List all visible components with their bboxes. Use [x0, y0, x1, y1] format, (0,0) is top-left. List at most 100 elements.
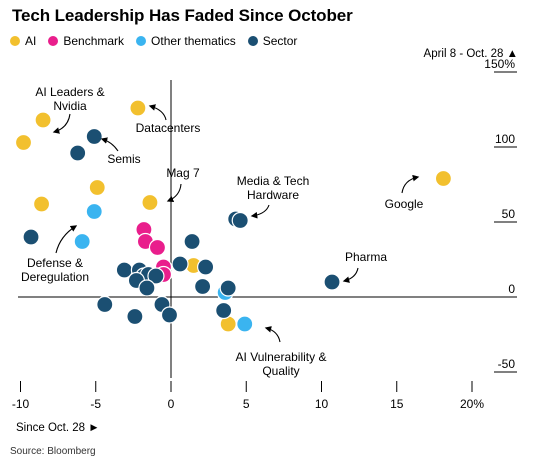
annotation-label: Google	[385, 197, 424, 211]
x-axis-label: Since Oct. 28 ►	[16, 422, 100, 434]
legend-swatch-ai	[10, 36, 20, 46]
point-sector	[215, 301, 233, 320]
point-sector	[160, 306, 179, 324]
annotation-label: Mag 7	[166, 166, 200, 180]
point-sector	[22, 228, 40, 246]
x-tick-label: -5	[90, 397, 101, 411]
point-ai	[14, 133, 33, 152]
point-sector	[171, 255, 189, 273]
point-sector	[126, 307, 144, 326]
x-tick-label: 5	[243, 397, 250, 411]
annotation-line: Pharma	[345, 250, 387, 264]
annotation-media-tech-hardware: Media & Tech Hardware	[237, 174, 310, 219]
annotation-label: Pharma	[345, 250, 387, 264]
annotation-label: Media & Tech Hardware	[237, 174, 310, 202]
annotation-line: Datacenters	[136, 121, 201, 135]
legend-label-benchmark: Benchmark	[63, 34, 125, 48]
annotation-arrow	[166, 183, 182, 203]
point-sector	[138, 279, 156, 297]
point-sector	[219, 279, 237, 297]
point-ai	[34, 111, 52, 129]
y-tick-label: 0	[508, 282, 515, 296]
annotation-line: AI Leaders &	[35, 85, 104, 99]
x-tick-label: 0	[168, 397, 175, 411]
legend-label-other-thematics: Other thematics	[151, 34, 236, 48]
point-ai	[129, 99, 147, 117]
point-other-thematics	[73, 232, 91, 251]
annotation-arrow	[100, 137, 119, 152]
annotation-ai-leaders-nvidia: AI Leaders & Nvidia	[35, 85, 105, 134]
legend-swatch-benchmark	[48, 36, 59, 46]
x-tick-label: -10	[12, 397, 30, 411]
annotation-datacenters: Datacenters	[136, 104, 201, 135]
point-ai	[32, 195, 51, 213]
point-sector	[231, 211, 249, 230]
point-sector	[69, 144, 87, 162]
annotation-line: Nvidia	[53, 99, 87, 113]
annotation-line: Quality	[262, 364, 299, 378]
point-other-thematics	[236, 315, 254, 333]
x-axis-label-text: Since Oct. 28	[16, 422, 86, 434]
legend-item-ai: AI	[10, 34, 36, 48]
annotation-arrow	[55, 225, 78, 254]
legend-item-benchmark: Benchmark	[48, 34, 124, 48]
annotation-arrow	[264, 326, 281, 343]
source-note: Source: Bloomberg	[10, 446, 96, 457]
x-tick-label: 10	[315, 397, 329, 411]
point-sector	[194, 277, 212, 296]
annotation-label: AI Vulnerability & Quality	[236, 350, 327, 378]
point-sector	[147, 267, 165, 285]
point-sector	[96, 295, 114, 314]
legend-swatch-other-thematics	[136, 36, 147, 46]
series-ai	[14, 99, 453, 333]
x-tick-label: 20%	[460, 397, 484, 411]
annotation-line: Hardware	[247, 188, 299, 202]
annotation-defense-deregulation: Defense & Deregulation	[21, 225, 89, 284]
annotation-arrow	[52, 113, 71, 134]
annotation-line: Deregulation	[21, 270, 89, 284]
annotation-line: Defense &	[27, 256, 83, 270]
point-benchmark	[148, 238, 167, 257]
annotation-pharma: Pharma	[342, 250, 387, 283]
point-sector	[183, 232, 201, 251]
annotation-label: Semis	[107, 152, 140, 166]
y-tick-label: 100	[495, 132, 515, 146]
annotation-arrow	[401, 174, 420, 194]
legend-label-ai: AI	[25, 34, 37, 48]
annotation-line: Mag 7	[166, 166, 200, 180]
point-ai	[434, 169, 453, 188]
annotation-line: Google	[385, 197, 424, 211]
legend-swatch-sector	[247, 36, 258, 46]
date-range-text: April 8 - Oct. 28	[423, 48, 504, 60]
legend: AI Benchmark Other thematics Sector	[10, 34, 297, 48]
point-sector	[323, 273, 341, 291]
annotation-label: Datacenters	[136, 121, 201, 135]
chart-title: Tech Leadership Has Faded Since October	[12, 6, 353, 25]
point-other-thematics	[85, 202, 103, 221]
legend-label-sector: Sector	[262, 34, 298, 48]
annotation-line: Semis	[107, 152, 140, 166]
series-benchmark	[135, 220, 173, 284]
date-range-label: April 8 - Oct. 28 ▲	[423, 48, 518, 60]
y-tick-label: 150%	[484, 57, 515, 71]
annotation-mag-7: Mag 7	[166, 166, 200, 203]
point-ai	[141, 193, 159, 212]
series-sector	[22, 127, 341, 326]
annotation-arrow	[250, 204, 270, 219]
point-sector	[197, 258, 215, 276]
x-tick-label: 15	[390, 397, 404, 411]
annotation-arrow	[148, 104, 167, 121]
y-tick-label: 50	[502, 207, 516, 221]
annotation-arrow	[342, 267, 359, 283]
y-tick-label: -50	[498, 357, 516, 371]
annotation-google: Google	[385, 174, 424, 211]
point-sector	[85, 127, 103, 146]
point-ai	[88, 178, 106, 197]
annotation-line: AI Vulnerability &	[236, 350, 327, 364]
legend-item-other-thematics: Other thematics	[136, 34, 236, 48]
annotation-line: Media & Tech	[237, 174, 310, 188]
annotation-semis: Semis	[100, 137, 141, 166]
legend-item-sector: Sector	[247, 34, 298, 48]
annotation-ai-vulnerability-quality: AI Vulnerability & Quality	[236, 326, 327, 378]
